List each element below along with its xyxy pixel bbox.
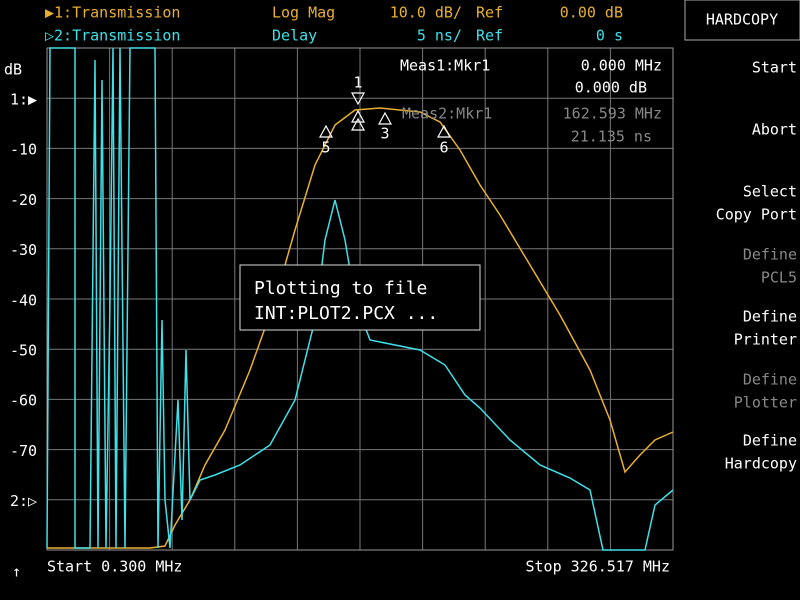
y-label: -60 (10, 392, 37, 410)
trace-name: ▶1:Transmission (45, 4, 180, 22)
meas-freq: 162.593 MHz (563, 105, 662, 123)
ref-value: 0 s (596, 27, 623, 45)
softkey[interactable]: Define (743, 246, 797, 264)
softkey-title: HARDCOPY (706, 11, 778, 29)
y-label: -40 (10, 291, 37, 309)
y-label: -50 (10, 342, 37, 360)
meas-value: 0.000 dB (575, 79, 647, 97)
marker-label: 5 (321, 139, 330, 157)
dialog-box (239, 264, 481, 331)
scroll-arrow: ↑ (12, 563, 21, 581)
softkey[interactable]: Define (743, 308, 797, 326)
softkey[interactable]: Define (743, 371, 797, 389)
y-label: -30 (10, 241, 37, 259)
marker-symbols (318, 92, 452, 138)
stop-freq: Stop 326.517 MHz (526, 558, 671, 576)
plot-grid (47, 48, 673, 550)
meas-label: Meas2:Mkr1 (402, 105, 492, 123)
y-label: -20 (10, 191, 37, 209)
plot-frame (46, 47, 674, 551)
trace-scale: 5 ns/ (417, 27, 462, 45)
ref-value: 0.00 dB (560, 4, 623, 22)
ref-label: Ref (476, 27, 503, 45)
softkey[interactable]: Plotter (734, 394, 797, 412)
dialog-text: INT:PLOT2.PCX ... (254, 303, 438, 324)
marker-label: 6 (439, 139, 448, 157)
meas-label: Meas1:Mkr1 (400, 57, 490, 75)
softkey[interactable]: Printer (734, 331, 797, 349)
softkey-title-box (684, 0, 800, 41)
start-freq: Start 0.300 MHz (47, 558, 182, 576)
softkey[interactable]: Select (743, 183, 797, 201)
meas-freq: 0.000 MHz (581, 57, 662, 75)
softkey[interactable]: Define (743, 432, 797, 450)
trace-format: Delay (272, 27, 317, 45)
trace-name: ▷2:Transmission (45, 27, 180, 45)
meas-value: 21.135 ns (571, 128, 652, 146)
y-label: 2:▷ (10, 492, 37, 510)
marker-label: 3 (380, 125, 389, 143)
marker-label: 1 (353, 74, 362, 92)
softkey[interactable]: PCL5 (761, 269, 797, 287)
softkey[interactable]: Start (752, 59, 797, 77)
trace-scale: 10.0 dB/ (390, 4, 462, 22)
trace-2 (46, 47, 674, 551)
trace-format: Log Mag (272, 4, 335, 22)
y-label: -70 (10, 442, 37, 460)
dialog-text: Plotting to file (254, 278, 427, 299)
ref-label: Ref (476, 4, 503, 22)
y-label: 1:▶ (10, 91, 37, 109)
softkey[interactable]: Copy Port (716, 206, 797, 224)
softkey[interactable]: Abort (752, 121, 797, 139)
y-label: -10 (10, 141, 37, 159)
axis-unit: dB (4, 61, 22, 79)
softkey[interactable]: Hardcopy (725, 455, 797, 473)
